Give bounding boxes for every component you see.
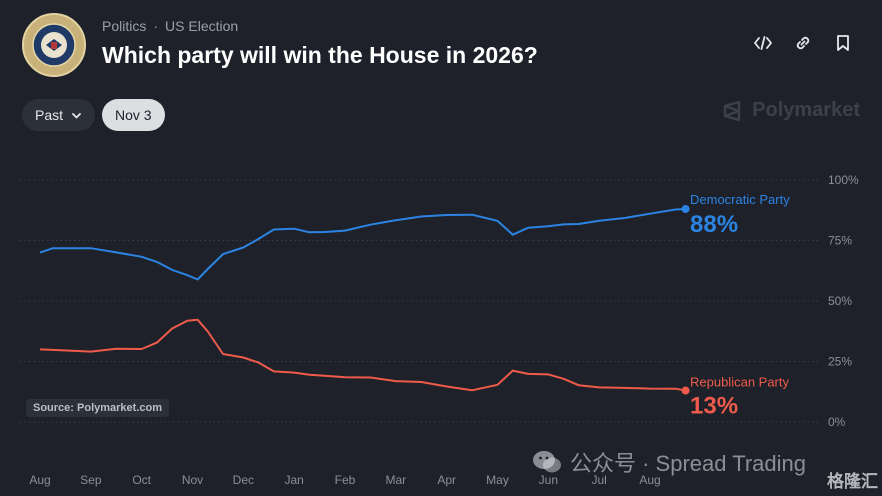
source-label: Source: Polymarket.com xyxy=(26,399,169,417)
header-actions xyxy=(752,32,854,54)
y-tick-label: 0% xyxy=(828,415,846,429)
x-tick-label: Nov xyxy=(182,473,203,487)
series-name-label: Democratic Party xyxy=(690,192,790,207)
x-tick-label: Aug xyxy=(29,473,50,487)
watermark-text: 公众号 · Spread Trading xyxy=(570,451,806,476)
polymarket-logo-icon xyxy=(722,100,744,122)
breadcrumb-us-election[interactable]: US Election xyxy=(165,18,239,34)
polymarket-watermark: Polymarket xyxy=(722,99,860,122)
x-tick-label: Oct xyxy=(132,473,151,487)
house-seal-icon xyxy=(22,13,86,77)
embed-code-icon[interactable] xyxy=(752,32,774,54)
x-tick-label: Feb xyxy=(335,473,356,487)
series-value-label: 13% xyxy=(690,393,738,420)
x-tick-label: Sep xyxy=(80,473,102,487)
breadcrumb-separator: · xyxy=(153,18,159,34)
series-line-republican xyxy=(39,318,686,392)
page-title: Which party will win the House in 2026? xyxy=(102,42,538,68)
brand-name: Polymarket xyxy=(752,99,860,121)
x-tick-label: May xyxy=(486,473,509,487)
series-value-label: 88% xyxy=(690,211,738,238)
x-tick-label: Jan xyxy=(284,473,303,487)
y-tick-label: 25% xyxy=(828,355,852,369)
date-button-label: Nov 3 xyxy=(115,107,152,123)
wechat-watermark: 公众号 · Spread Trading xyxy=(532,446,806,478)
bookmark-icon[interactable] xyxy=(832,32,854,54)
series-end-point xyxy=(681,386,690,395)
range-dropdown-label: Past xyxy=(35,107,64,123)
x-tick-label: Mar xyxy=(385,473,406,487)
wechat-icon xyxy=(533,451,561,473)
x-tick-label: Jun xyxy=(539,473,558,487)
x-tick-label: Dec xyxy=(233,473,254,487)
date-button[interactable]: Nov 3 xyxy=(102,99,165,131)
breadcrumb-politics[interactable]: Politics xyxy=(102,18,147,34)
y-tick-label: 100% xyxy=(828,173,859,187)
x-tick-label: Aug xyxy=(639,473,660,487)
x-tick-label: Apr xyxy=(437,473,456,487)
x-tick-label: Jul xyxy=(591,473,606,487)
y-tick-label: 75% xyxy=(828,234,852,248)
series-name-label: Republican Party xyxy=(690,375,789,390)
chevron-down-icon xyxy=(71,110,82,121)
series-end-point xyxy=(681,205,690,214)
corner-watermark: 格隆汇 xyxy=(827,472,878,491)
breadcrumb: Politics · US Election xyxy=(102,18,238,34)
link-icon[interactable] xyxy=(792,32,814,54)
range-dropdown[interactable]: Past xyxy=(22,99,96,131)
series-line-democratic xyxy=(39,208,686,281)
y-tick-label: 50% xyxy=(828,294,852,308)
